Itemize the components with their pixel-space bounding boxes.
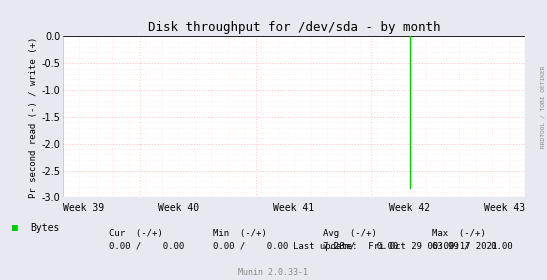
Text: RRDTOOL / TOBI OETIKER: RRDTOOL / TOBI OETIKER <box>540 65 545 148</box>
Text: Min  (-/+): Min (-/+) <box>213 229 267 238</box>
Text: Week 39: Week 39 <box>63 203 104 213</box>
Text: Avg  (-/+): Avg (-/+) <box>323 229 376 238</box>
Text: Munin 2.0.33-1: Munin 2.0.33-1 <box>238 268 309 277</box>
Text: Week 42: Week 42 <box>389 203 430 213</box>
Text: Last update:  Fri Oct 29 00:00:17 2021: Last update: Fri Oct 29 00:00:17 2021 <box>293 242 497 251</box>
Text: Bytes: Bytes <box>30 223 60 233</box>
Text: Week 43: Week 43 <box>484 203 525 213</box>
Text: Week 41: Week 41 <box>274 203 315 213</box>
Text: 63.99 /    0.00: 63.99 / 0.00 <box>432 242 513 251</box>
Text: Week 40: Week 40 <box>158 203 199 213</box>
Y-axis label: Pr second read (-) / write (+): Pr second read (-) / write (+) <box>30 36 38 197</box>
Text: 0.00 /    0.00: 0.00 / 0.00 <box>213 242 289 251</box>
Text: ■: ■ <box>12 223 18 233</box>
Text: 0.00 /    0.00: 0.00 / 0.00 <box>109 242 185 251</box>
Title: Disk throughput for /dev/sda - by month: Disk throughput for /dev/sda - by month <box>148 21 440 34</box>
Text: Cur  (-/+): Cur (-/+) <box>109 229 163 238</box>
Text: Max  (-/+): Max (-/+) <box>432 229 486 238</box>
Text: 7.28m/    0.00: 7.28m/ 0.00 <box>323 242 398 251</box>
